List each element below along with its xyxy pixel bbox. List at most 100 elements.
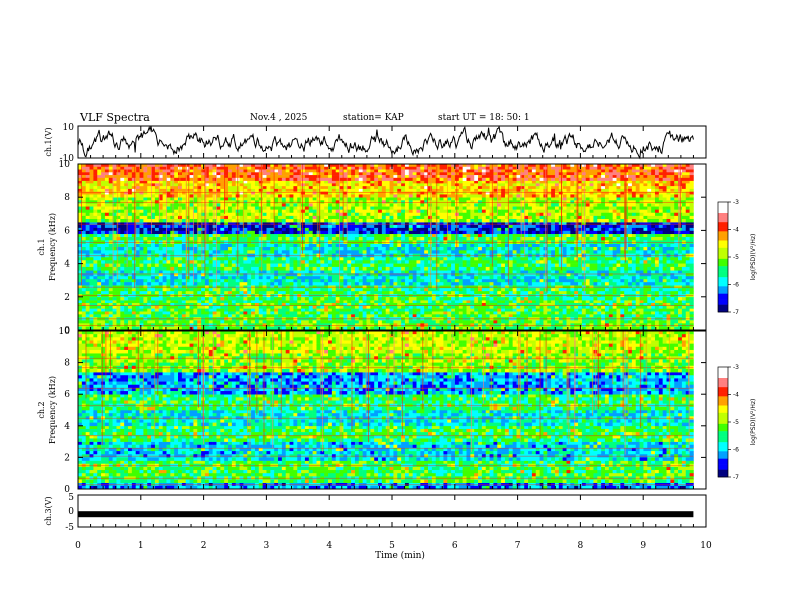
ch1-spec-cell bbox=[435, 291, 440, 295]
ch1-spec-cell bbox=[485, 266, 490, 271]
ch1-spec-cell bbox=[193, 297, 198, 301]
ch1-spec-cell bbox=[678, 305, 683, 309]
ch1-spec-cell bbox=[512, 302, 517, 307]
ch1-spec-cell bbox=[124, 270, 129, 274]
ch1-spec-cell bbox=[304, 270, 310, 274]
ch1-spec-cell bbox=[358, 247, 363, 251]
ch1-spec-cell bbox=[624, 266, 629, 271]
ch1-spec-cell bbox=[616, 314, 621, 318]
ch1-spec-cell bbox=[297, 308, 302, 312]
ch1-spec-cell bbox=[254, 256, 260, 261]
ch1-spec-cell bbox=[324, 297, 329, 301]
ch1-spec-cell bbox=[631, 266, 637, 271]
ch1-spec-cell bbox=[335, 320, 340, 324]
ch1-spec-cell bbox=[135, 270, 140, 274]
ch1-spec-cell bbox=[589, 300, 594, 304]
ch1-spec-cell bbox=[224, 256, 229, 261]
ch1-spec-cell bbox=[216, 300, 221, 304]
ch1-spec-cell bbox=[685, 247, 690, 251]
ch1-spec-cell bbox=[424, 308, 429, 312]
ch1-spec-cell bbox=[385, 308, 390, 312]
ch1-spec-cell bbox=[462, 263, 467, 268]
ch1-spec-cell bbox=[101, 288, 106, 292]
ch1-spec-cell bbox=[354, 273, 360, 277]
ch1-spec-cell bbox=[254, 260, 260, 264]
ch1-spec-cell bbox=[624, 288, 629, 292]
ch1-spec-cell bbox=[654, 260, 660, 264]
ch1-spec-cell bbox=[458, 297, 463, 301]
ch1-spec-cell bbox=[439, 314, 444, 318]
ch1-spec-cell bbox=[612, 282, 617, 286]
ch1-spec-cell bbox=[116, 326, 121, 331]
ch1-spec-cell bbox=[208, 233, 213, 238]
ch1-spec-cell bbox=[112, 233, 117, 238]
ch1-spec-cell bbox=[339, 311, 344, 315]
ch1-spec-cell bbox=[151, 273, 156, 277]
ch1-spec-cell bbox=[601, 263, 606, 268]
ch1-spec-cell bbox=[262, 308, 267, 312]
ch1-spec-cell bbox=[166, 266, 171, 271]
ch1-spec-cell bbox=[558, 243, 563, 248]
ch1-spec-cell bbox=[347, 291, 352, 295]
ch1-spec-cell bbox=[212, 314, 217, 318]
ch1-spec-cell bbox=[324, 326, 329, 331]
ch1-spec-cell bbox=[154, 300, 160, 304]
ch1-spec-cell bbox=[481, 326, 487, 331]
ch1-spec-cell bbox=[201, 314, 206, 318]
ch1-spec-cell bbox=[308, 243, 313, 248]
ch1-spec-cell bbox=[85, 270, 90, 274]
ch1-spec-cell bbox=[351, 320, 356, 324]
ch1-spec-cell bbox=[404, 302, 410, 307]
ch1-spec-cell bbox=[485, 243, 490, 248]
ch1-spec-cell bbox=[612, 297, 617, 301]
ch1-spec-cell bbox=[220, 326, 225, 331]
ch1-spec-cell bbox=[508, 308, 513, 312]
ch1-spec-cell bbox=[274, 237, 279, 241]
ch1-spec-cell bbox=[254, 276, 260, 280]
ch1-spec-cell bbox=[116, 222, 121, 226]
ch1-spec-cell bbox=[347, 270, 352, 274]
ch1-spec-cell bbox=[293, 266, 298, 271]
ch1-spec-cell bbox=[189, 279, 194, 283]
ch1-spec-cell bbox=[162, 311, 167, 315]
ch1-spec-cell bbox=[104, 276, 110, 280]
ch1-spec-cell bbox=[254, 308, 260, 312]
ch1-spec-cell bbox=[654, 256, 660, 261]
ch1-spec-cell bbox=[185, 279, 190, 283]
ch1-spec-cell bbox=[331, 302, 337, 307]
ch1-spec-cell bbox=[643, 260, 648, 264]
ch1-spec-cell bbox=[358, 273, 363, 277]
ch1-spec-cell bbox=[289, 305, 294, 309]
ch1-spec-cell bbox=[508, 288, 513, 292]
ch1-spec-cell bbox=[512, 288, 517, 292]
ch1-spec-cell bbox=[139, 297, 144, 301]
ch1-spec-cell bbox=[324, 256, 329, 261]
ch1-spec-cell bbox=[239, 311, 244, 315]
ch1-spec-cell bbox=[508, 276, 513, 280]
ch1-spec-cell bbox=[366, 256, 371, 261]
ch1-spec-cell bbox=[635, 250, 640, 254]
ch1-spec-cell bbox=[531, 273, 537, 277]
ch1-spec-cell bbox=[493, 237, 498, 241]
ch1-spec-cell bbox=[535, 247, 540, 251]
ch1-spec-cell bbox=[285, 279, 290, 283]
ch1-spec-cell bbox=[531, 250, 537, 254]
ch1-spec-cell bbox=[397, 243, 402, 248]
ch1-spec-cell bbox=[178, 314, 183, 318]
ch1-spec-cell bbox=[389, 305, 394, 309]
ch1-spec-cell bbox=[647, 326, 652, 331]
ch1-spec-cell bbox=[554, 250, 560, 254]
ch1-spec-cell bbox=[158, 276, 163, 280]
ch1-spec-cell bbox=[339, 276, 344, 280]
ch1-spec-cell bbox=[293, 308, 298, 312]
ch1-spec-cell bbox=[547, 282, 552, 286]
date-label: Nov.4 , 2025 bbox=[250, 113, 308, 123]
ch1-spec-cell bbox=[297, 263, 302, 268]
ch1-spec-cell bbox=[589, 282, 594, 286]
ch1-spec-cell bbox=[681, 300, 687, 304]
ch1-spec-cell bbox=[631, 237, 637, 241]
ch1-spec-cell bbox=[501, 247, 506, 251]
ch1-spec-cell bbox=[658, 233, 663, 238]
ch1-spec-cell bbox=[147, 311, 152, 315]
